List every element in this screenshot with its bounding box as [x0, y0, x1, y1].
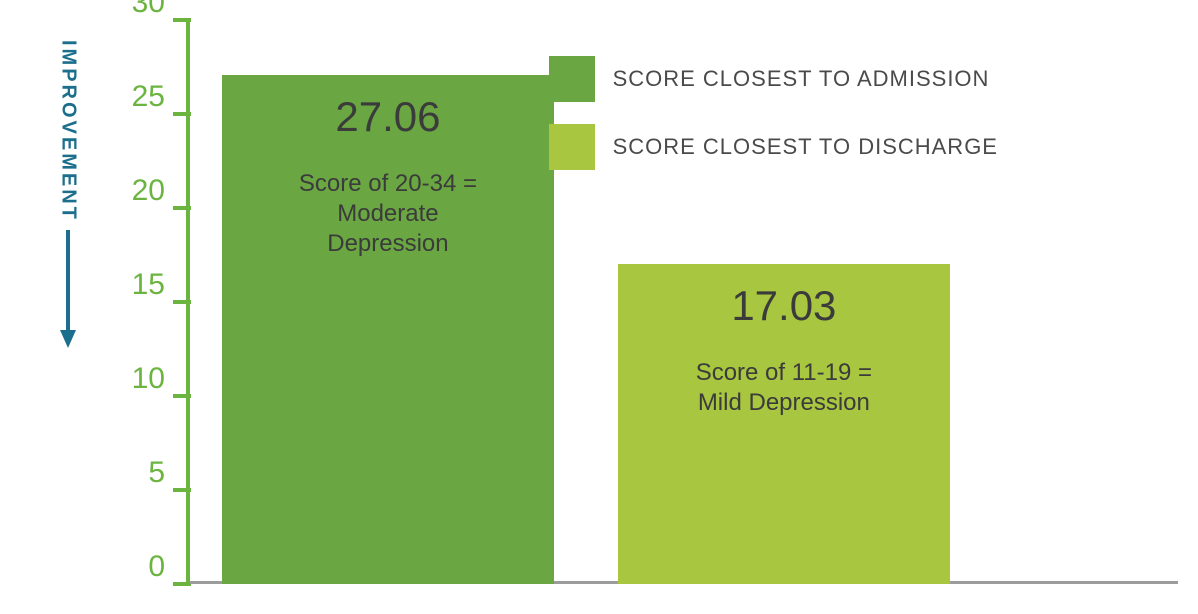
improvement-text: IMPROVEMENT	[57, 40, 80, 222]
improvement-axis-label: IMPROVEMENT	[48, 40, 88, 400]
y-tick-label: 25	[132, 80, 165, 114]
legend-swatch	[549, 56, 595, 102]
bar-admission: 27.06 Score of 20-34 =ModerateDepression	[222, 75, 553, 584]
y-tick-mark	[173, 206, 191, 210]
legend-label: SCORE CLOSEST TO ADMISSION	[613, 66, 990, 92]
legend-label: SCORE CLOSEST TO DISCHARGE	[613, 134, 998, 160]
y-tick-mark	[173, 582, 191, 586]
down-arrow-icon	[56, 230, 80, 350]
legend: SCORE CLOSEST TO ADMISSION SCORE CLOSEST…	[549, 56, 998, 170]
depression-score-chart: IMPROVEMENT 051015202530 27.06Score of 2…	[0, 0, 1198, 614]
y-tick-mark	[173, 18, 191, 22]
y-axis: 051015202530	[160, 20, 190, 584]
legend-swatch	[549, 124, 595, 170]
bar-discharge: 17.03 Score of 11-19 =Mild Depression	[618, 264, 949, 584]
y-tick-label: 5	[148, 456, 165, 490]
bar-description: Score of 20-34 =ModerateDepression	[291, 169, 485, 259]
bar-value: 17.03	[731, 282, 836, 330]
y-tick-mark	[173, 300, 191, 304]
y-tick-label: 30	[132, 0, 165, 20]
bar-description: Score of 11-19 =Mild Depression	[688, 358, 880, 418]
y-tick-mark	[173, 394, 191, 398]
legend-item-admission: SCORE CLOSEST TO ADMISSION	[549, 56, 998, 102]
bar-value: 27.06	[335, 93, 440, 141]
y-tick-label: 15	[132, 268, 165, 302]
y-tick-mark	[173, 112, 191, 116]
y-tick-label: 0	[148, 550, 165, 584]
y-tick-label: 10	[132, 362, 165, 396]
y-tick-mark	[173, 488, 191, 492]
legend-item-discharge: SCORE CLOSEST TO DISCHARGE	[549, 124, 998, 170]
y-tick-label: 20	[132, 174, 165, 208]
